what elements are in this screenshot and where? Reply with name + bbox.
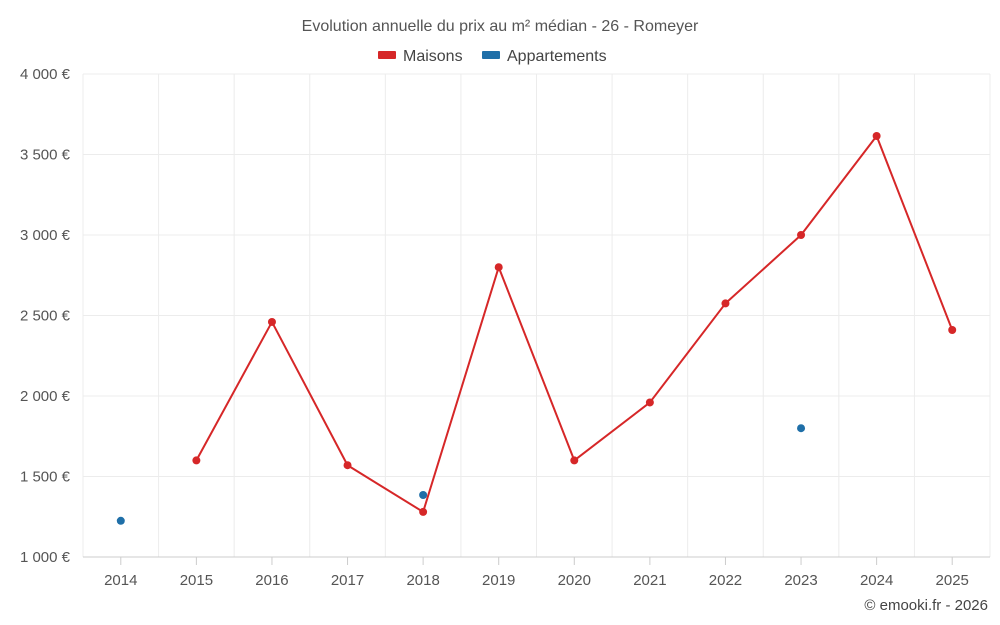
data-point-maisons-2020[interactable]	[570, 456, 579, 465]
series-layer	[116, 131, 957, 525]
legend: Maisons Appartements	[378, 48, 607, 65]
x-tick-label: 2017	[331, 572, 364, 589]
x-tick-label: 2020	[558, 572, 591, 589]
y-tick-label: 1 000 €	[20, 549, 71, 566]
data-point-appartements-2023[interactable]	[797, 424, 806, 433]
credit-text[interactable]: © emooki.fr - 2026	[864, 597, 988, 614]
legend-swatch-maisons	[378, 51, 396, 59]
series-appartements	[116, 424, 806, 525]
legend-swatch-appartements	[482, 51, 500, 59]
x-tick-label: 2021	[633, 572, 666, 589]
legend-item-appartements[interactable]: Appartements	[482, 48, 607, 65]
y-tick-label: 3 500 €	[20, 147, 71, 164]
legend-label-maisons: Maisons	[403, 48, 463, 65]
data-point-maisons-2022[interactable]	[721, 299, 730, 308]
legend-item-maisons[interactable]: Maisons	[378, 48, 463, 65]
y-tick-label: 3 000 €	[20, 227, 71, 244]
data-point-maisons-2021[interactable]	[645, 398, 654, 407]
series-maisons	[192, 131, 957, 516]
data-point-appartements-2014[interactable]	[116, 516, 125, 525]
x-tick-label: 2024	[860, 572, 893, 589]
data-point-maisons-2016[interactable]	[267, 317, 276, 326]
data-point-appartements-2018[interactable]	[419, 491, 428, 500]
y-tick-label: 4 000 €	[20, 66, 71, 83]
data-point-maisons-2019[interactable]	[494, 263, 503, 272]
x-tick-label: 2023	[784, 572, 817, 589]
x-tick-label: 2019	[482, 572, 515, 589]
grid	[82, 73, 991, 558]
data-point-maisons-2018[interactable]	[419, 507, 428, 516]
x-tick-label: 2022	[709, 572, 742, 589]
x-tick-label: 2025	[936, 572, 969, 589]
y-tick-label: 2 000 €	[20, 388, 71, 405]
x-tick-label: 2014	[104, 572, 137, 589]
data-point-maisons-2024[interactable]	[872, 131, 881, 140]
x-tick-label: 2015	[180, 572, 213, 589]
y-tick-label: 1 500 €	[20, 469, 71, 486]
x-tick-label: 2018	[406, 572, 439, 589]
x-tick-label: 2016	[255, 572, 288, 589]
data-point-maisons-2023[interactable]	[797, 231, 806, 239]
y-axis: 1 000 € 1 500 € 2 000 € 2 500 € 3 000 € 3 500…	[20, 66, 71, 566]
data-point-maisons-2017[interactable]	[343, 461, 352, 470]
y-tick-label: 2 500 €	[20, 308, 71, 325]
x-axis: 2014 2015 2016 2017 2018 2019 2020 2021 2022 2023…	[104, 557, 969, 589]
chart-title: Evolution annuelle du prix au m² médian …	[302, 18, 699, 35]
data-point-maisons-2015[interactable]	[192, 456, 201, 465]
data-point-maisons-2025[interactable]	[948, 325, 957, 334]
legend-label-appartements: Appartements	[507, 48, 607, 65]
